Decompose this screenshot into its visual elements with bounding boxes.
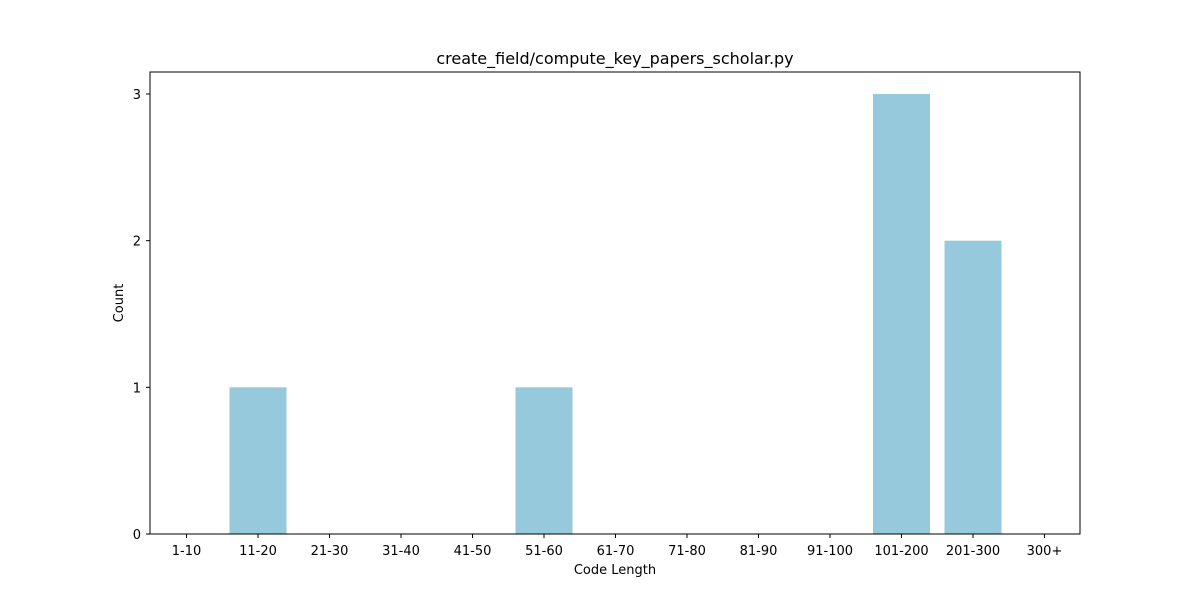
chart-title: create_field/compute_key_papers_scholar.… — [436, 49, 793, 69]
x-tick-label: 1-10 — [172, 544, 202, 559]
x-tick-label: 201-300 — [946, 544, 1000, 559]
x-tick-label: 91-100 — [807, 544, 853, 559]
x-tick-label: 81-90 — [740, 544, 778, 559]
x-tick-label: 11-20 — [239, 544, 277, 559]
x-tick-label: 71-80 — [668, 544, 706, 559]
x-tick-label: 300+ — [1027, 544, 1063, 559]
x-axis-label: Code Length — [574, 563, 656, 578]
bars-layer — [229, 94, 1002, 534]
bar-201-300 — [944, 240, 1002, 534]
y-tick-label: 1 — [133, 381, 141, 396]
x-tick-label: 41-50 — [454, 544, 492, 559]
y-tick-label: 0 — [133, 528, 141, 543]
x-tick-label: 101-200 — [874, 544, 928, 559]
y-axis-ticks: 0 1 2 3 — [133, 88, 150, 543]
bar-51-60 — [515, 387, 573, 534]
bar-11-20 — [229, 387, 287, 534]
x-tick-label: 51-60 — [525, 544, 563, 559]
x-tick-label: 61-70 — [597, 544, 635, 559]
x-tick-label: 21-30 — [311, 544, 349, 559]
y-tick-label: 2 — [133, 235, 141, 250]
bar-101-200 — [873, 94, 930, 534]
y-axis-label: Count — [112, 284, 127, 323]
x-axis-ticks: 1-10 11-20 21-30 31-40 41-50 51-60 61-70 71-80 8… — [172, 534, 1063, 559]
plot-frame — [149, 71, 1081, 535]
y-tick-label: 3 — [133, 88, 141, 103]
x-tick-label: 31-40 — [382, 544, 420, 559]
